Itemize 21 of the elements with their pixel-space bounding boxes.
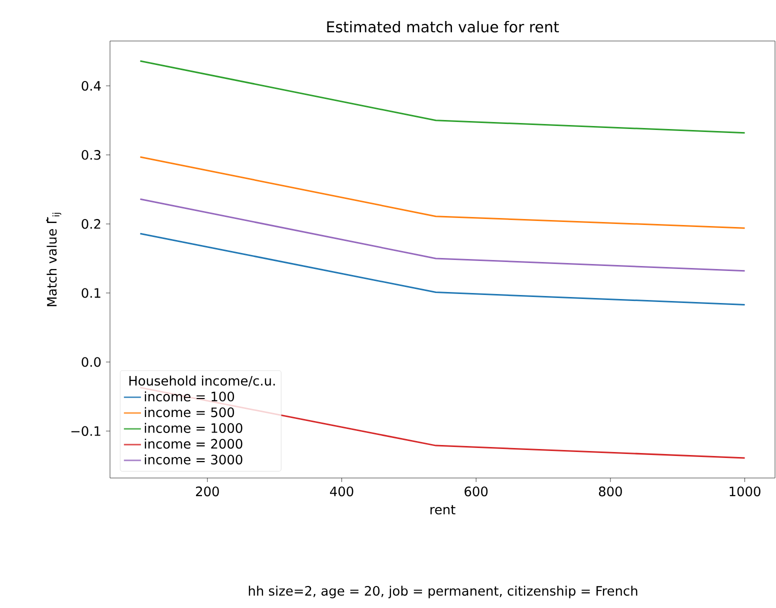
x-tick-label: 800 [598, 486, 622, 496]
legend-label: income = 3000 [144, 454, 242, 464]
x-tick-label: 200 [196, 486, 219, 496]
legend-title: Household income/c.u. [129, 376, 275, 387]
legend-label: income = 2000 [144, 438, 242, 449]
text: hh size=2, age = 20, job = permanent, citizenship = French [248, 586, 638, 598]
legend-label: income = 1000 [144, 422, 242, 433]
chart-title: Estimated match value for rent [327, 20, 559, 33]
legend-label: income = 500 [144, 407, 234, 418]
legend-label: income = 100 [144, 391, 234, 402]
y-tick-label: 0.4 [82, 80, 101, 91]
y-axis-title: Match value Γ̂$_{ij}$ [46, 212, 62, 306]
y-tick-label: 0.2 [82, 219, 100, 229]
y-tick-label: −0.1 [71, 426, 100, 436]
x-tick-label: 400 [330, 486, 354, 496]
x-axis-title: rent [430, 505, 456, 514]
y-tick-label: 0.3 [82, 150, 100, 160]
y-tick-label: 0.0 [82, 357, 101, 367]
y-tick-label: 0.1 [82, 288, 100, 298]
x-tick-label: 1000 [730, 486, 760, 496]
x-tick-label: 600 [464, 486, 488, 496]
